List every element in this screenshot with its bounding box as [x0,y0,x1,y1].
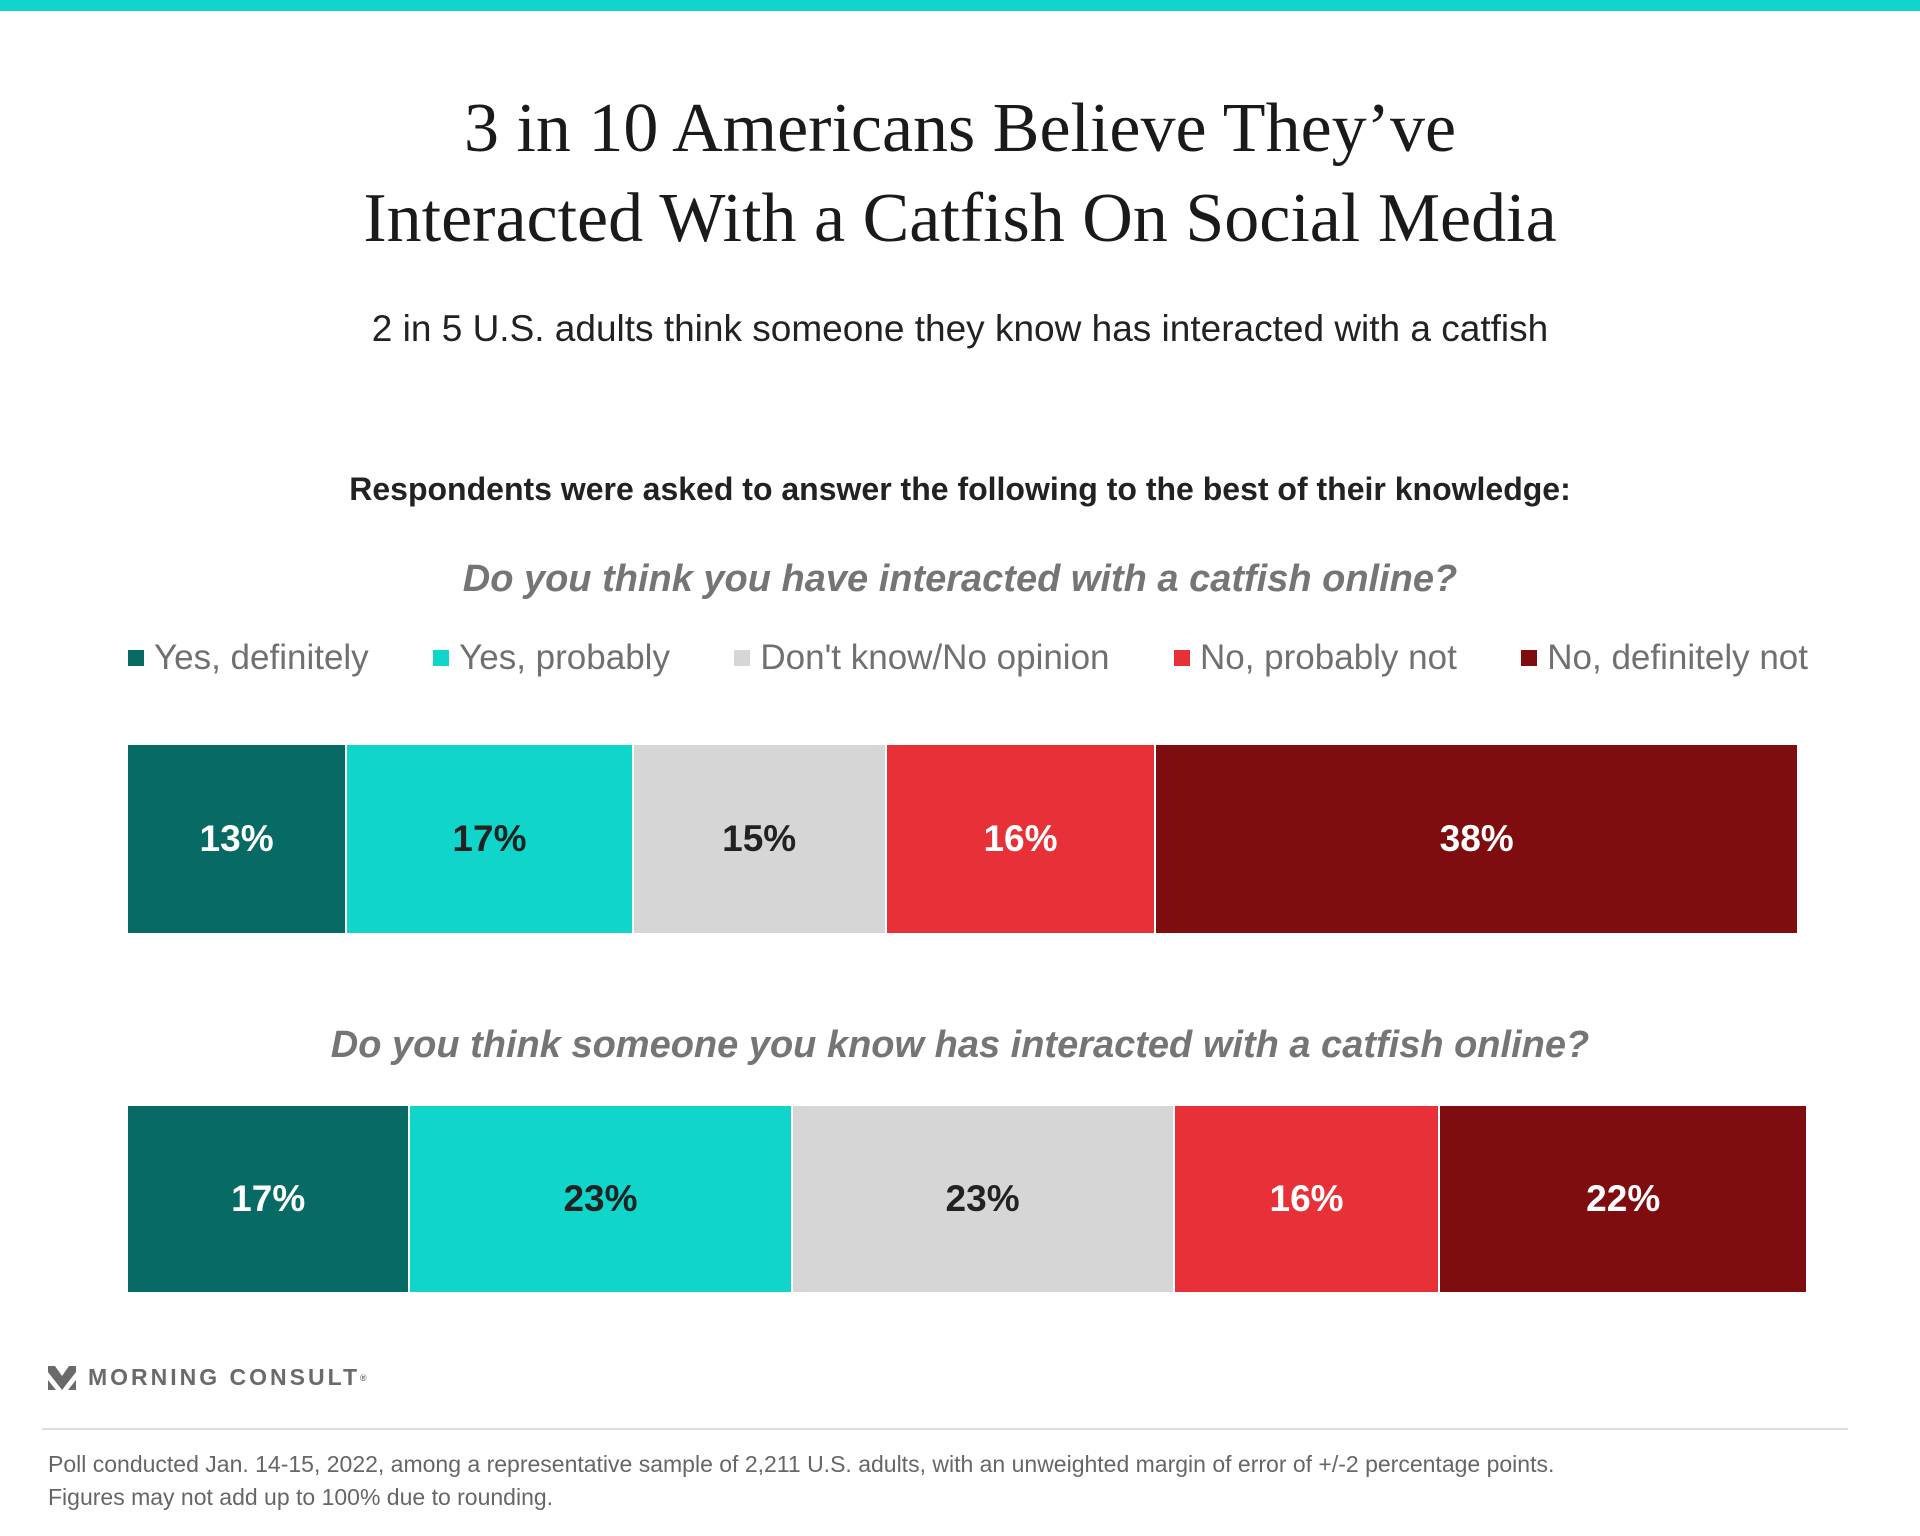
bar-segment: 23% [792,1106,1175,1292]
data-label: 17% [452,818,527,859]
bar-segment: 16% [1174,1106,1441,1292]
bar-segment: 13% [128,745,348,933]
legend-swatch [1173,650,1190,666]
footnote-rounding: Figures may not add up to 100% due to ro… [48,1484,554,1510]
data-label: 16% [1269,1178,1344,1219]
legend-label: Yes, probably [459,638,670,677]
legend-item: Yes, definitely [128,638,369,678]
bar-segment: 17% [128,1106,411,1292]
legend-swatch [128,650,144,666]
morning-consult-chevron-icon [48,1365,76,1390]
bar-segment: 38% [1156,745,1797,933]
legend-item: No, probably not [1173,638,1457,678]
data-label: 16% [983,818,1058,859]
data-label: 22% [1586,1178,1661,1219]
footnote: Poll conducted Jan. 14-15, 2022, among a… [48,1448,1554,1514]
brand-name: MORNING CONSULT [88,1364,361,1390]
data-label: 23% [563,1178,638,1219]
bar-segment: 17% [347,745,634,933]
data-label: 15% [722,818,797,859]
bar-segment: 22% [1440,1106,1806,1292]
stacked-bar-question-2: 17% 23% 23% 16% 22% [128,1106,1806,1292]
legend-item: Yes, probably [433,638,670,678]
chart-title-line-1: 3 in 10 Americans Believe They’ve [463,90,1457,167]
question-2: Do you think someone you know has intera… [330,1024,1590,1066]
bar-segment: 23% [410,1106,793,1292]
bar-segment: 16% [886,745,1157,933]
registered-mark: ® [360,1372,370,1383]
legend-item: Don't know/No opinion [734,638,1110,678]
legend-label: No, probably not [1199,638,1457,677]
legend-label: Don't know/No opinion [760,638,1110,677]
data-label: 38% [1439,818,1514,859]
top-accent-bar [0,0,1920,11]
footnote-methodology: Poll conducted Jan. 14-15, 2022, among a… [48,1451,1555,1477]
footer-divider [42,1428,1848,1430]
bar-segment: 15% [633,745,887,933]
legend-swatch [734,650,751,666]
legend-label: No, definitely not [1547,638,1808,677]
data-label: 23% [945,1178,1020,1219]
question-1: Do you think you have interacted with a … [462,558,1458,600]
legend-item: No, definitely not [1521,638,1808,678]
stacked-bar-question-1: 13% 17% 15% 16% 38% [128,745,1797,933]
legend-swatch [433,650,450,666]
legend-label: Yes, definitely [154,638,369,677]
legend-swatch [1521,650,1538,666]
chart-subtitle: 2 in 5 U.S. adults think someone they kn… [371,308,1549,349]
chart-title-line-2: Interacted With a Catfish On Social Medi… [363,180,1557,257]
data-label: 13% [199,818,274,859]
survey-prompt: Respondents were asked to answer the fol… [349,471,1571,507]
legend: Yes, definitely Yes, probably Don't know/N… [128,638,1808,678]
data-label: 17% [231,1178,306,1219]
morning-consult-logo: MORNING CONSULT ® [48,1364,370,1391]
